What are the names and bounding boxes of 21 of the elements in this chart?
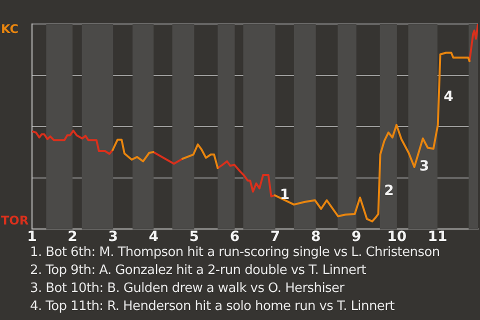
annotation: 1: [280, 186, 290, 203]
x-tick-label: 6: [230, 229, 240, 246]
annotation: 3: [419, 158, 430, 175]
x-tick-label: 4: [148, 229, 159, 246]
x-tick-label: 5: [189, 229, 200, 246]
text: KC: [1, 22, 19, 36]
x-tick-label: 1: [27, 229, 37, 246]
x-tick-label: 7: [270, 229, 280, 246]
x-tick-label: 11: [428, 229, 448, 246]
x-tick-label: 9: [351, 229, 362, 246]
x-tick-label: 3: [108, 229, 118, 246]
x-tick-label: 8: [310, 229, 321, 246]
x-tick-label: 10: [387, 229, 407, 246]
text: 4. Top 11th: R. Henderson hit a solo home run vs T. Linnert: [30, 298, 396, 316]
text: 1. Bot 6th: M. Thompson hit a run-scoring single vs L. Christenson: [30, 244, 440, 262]
text: TOR: [1, 213, 29, 228]
x-tick-label: 2: [68, 229, 78, 246]
annotation: 2: [384, 183, 394, 200]
annotation: 4: [444, 88, 454, 105]
text: 2. Top 9th: A. Gonzalez hit a 2-run double vs T. Linnert: [30, 262, 368, 280]
text: 3. Bot 10th: B. Gulden drew a walk vs O. Hershiser: [30, 280, 346, 298]
